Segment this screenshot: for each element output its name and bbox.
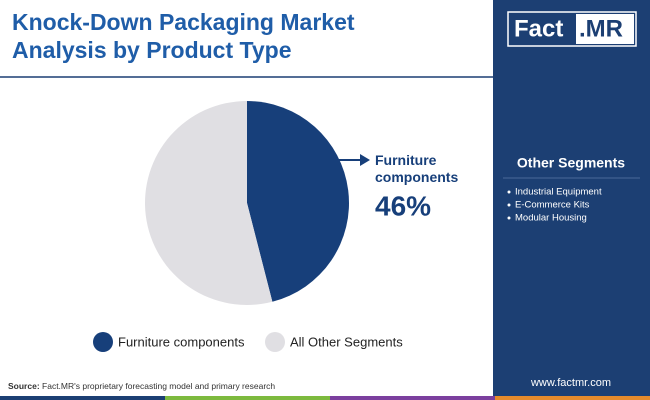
title-box: Knock-Down Packaging Market Analysis by … [12, 9, 355, 63]
source-label: Source: [8, 381, 40, 391]
bullet [507, 190, 511, 194]
value-label: 46% [375, 190, 431, 221]
stripe [0, 396, 165, 400]
source-text: Fact.MR's proprietary forecasting model … [42, 381, 275, 391]
sidebar-item: E-Commerce Kits [515, 200, 590, 211]
callout-box: Furniture components [375, 152, 459, 185]
side-panel [493, 0, 650, 400]
chart-title: Knock-Down Packaging Market Analysis by … [12, 9, 355, 63]
logo-main: Fact [514, 15, 563, 42]
legend-swatch [93, 332, 113, 352]
stripe [165, 396, 330, 400]
legend-label: All Other Segments [290, 334, 403, 349]
sidebar-item: Modular Housing [515, 213, 587, 224]
callout-label: Furniture components [375, 152, 459, 185]
bullet [507, 216, 511, 220]
stripe [330, 396, 495, 400]
bullet [507, 203, 511, 207]
pie-slice [145, 101, 273, 305]
pie-slice [247, 101, 350, 302]
sidebar-item: Industrial Equipment [515, 187, 602, 198]
website: www.factmr.com [530, 377, 611, 389]
source: Source: Fact.MR's proprietary forecastin… [8, 381, 275, 391]
legend-swatch [265, 332, 285, 352]
logo-frame [507, 11, 637, 47]
logo-box [576, 14, 634, 44]
logo-suffix: .MR [579, 15, 623, 42]
legend-label: Furniture components [118, 334, 245, 349]
sidebar-title: Other Segments [517, 155, 625, 171]
stripe [495, 396, 650, 400]
callout-arrowhead [360, 154, 370, 166]
